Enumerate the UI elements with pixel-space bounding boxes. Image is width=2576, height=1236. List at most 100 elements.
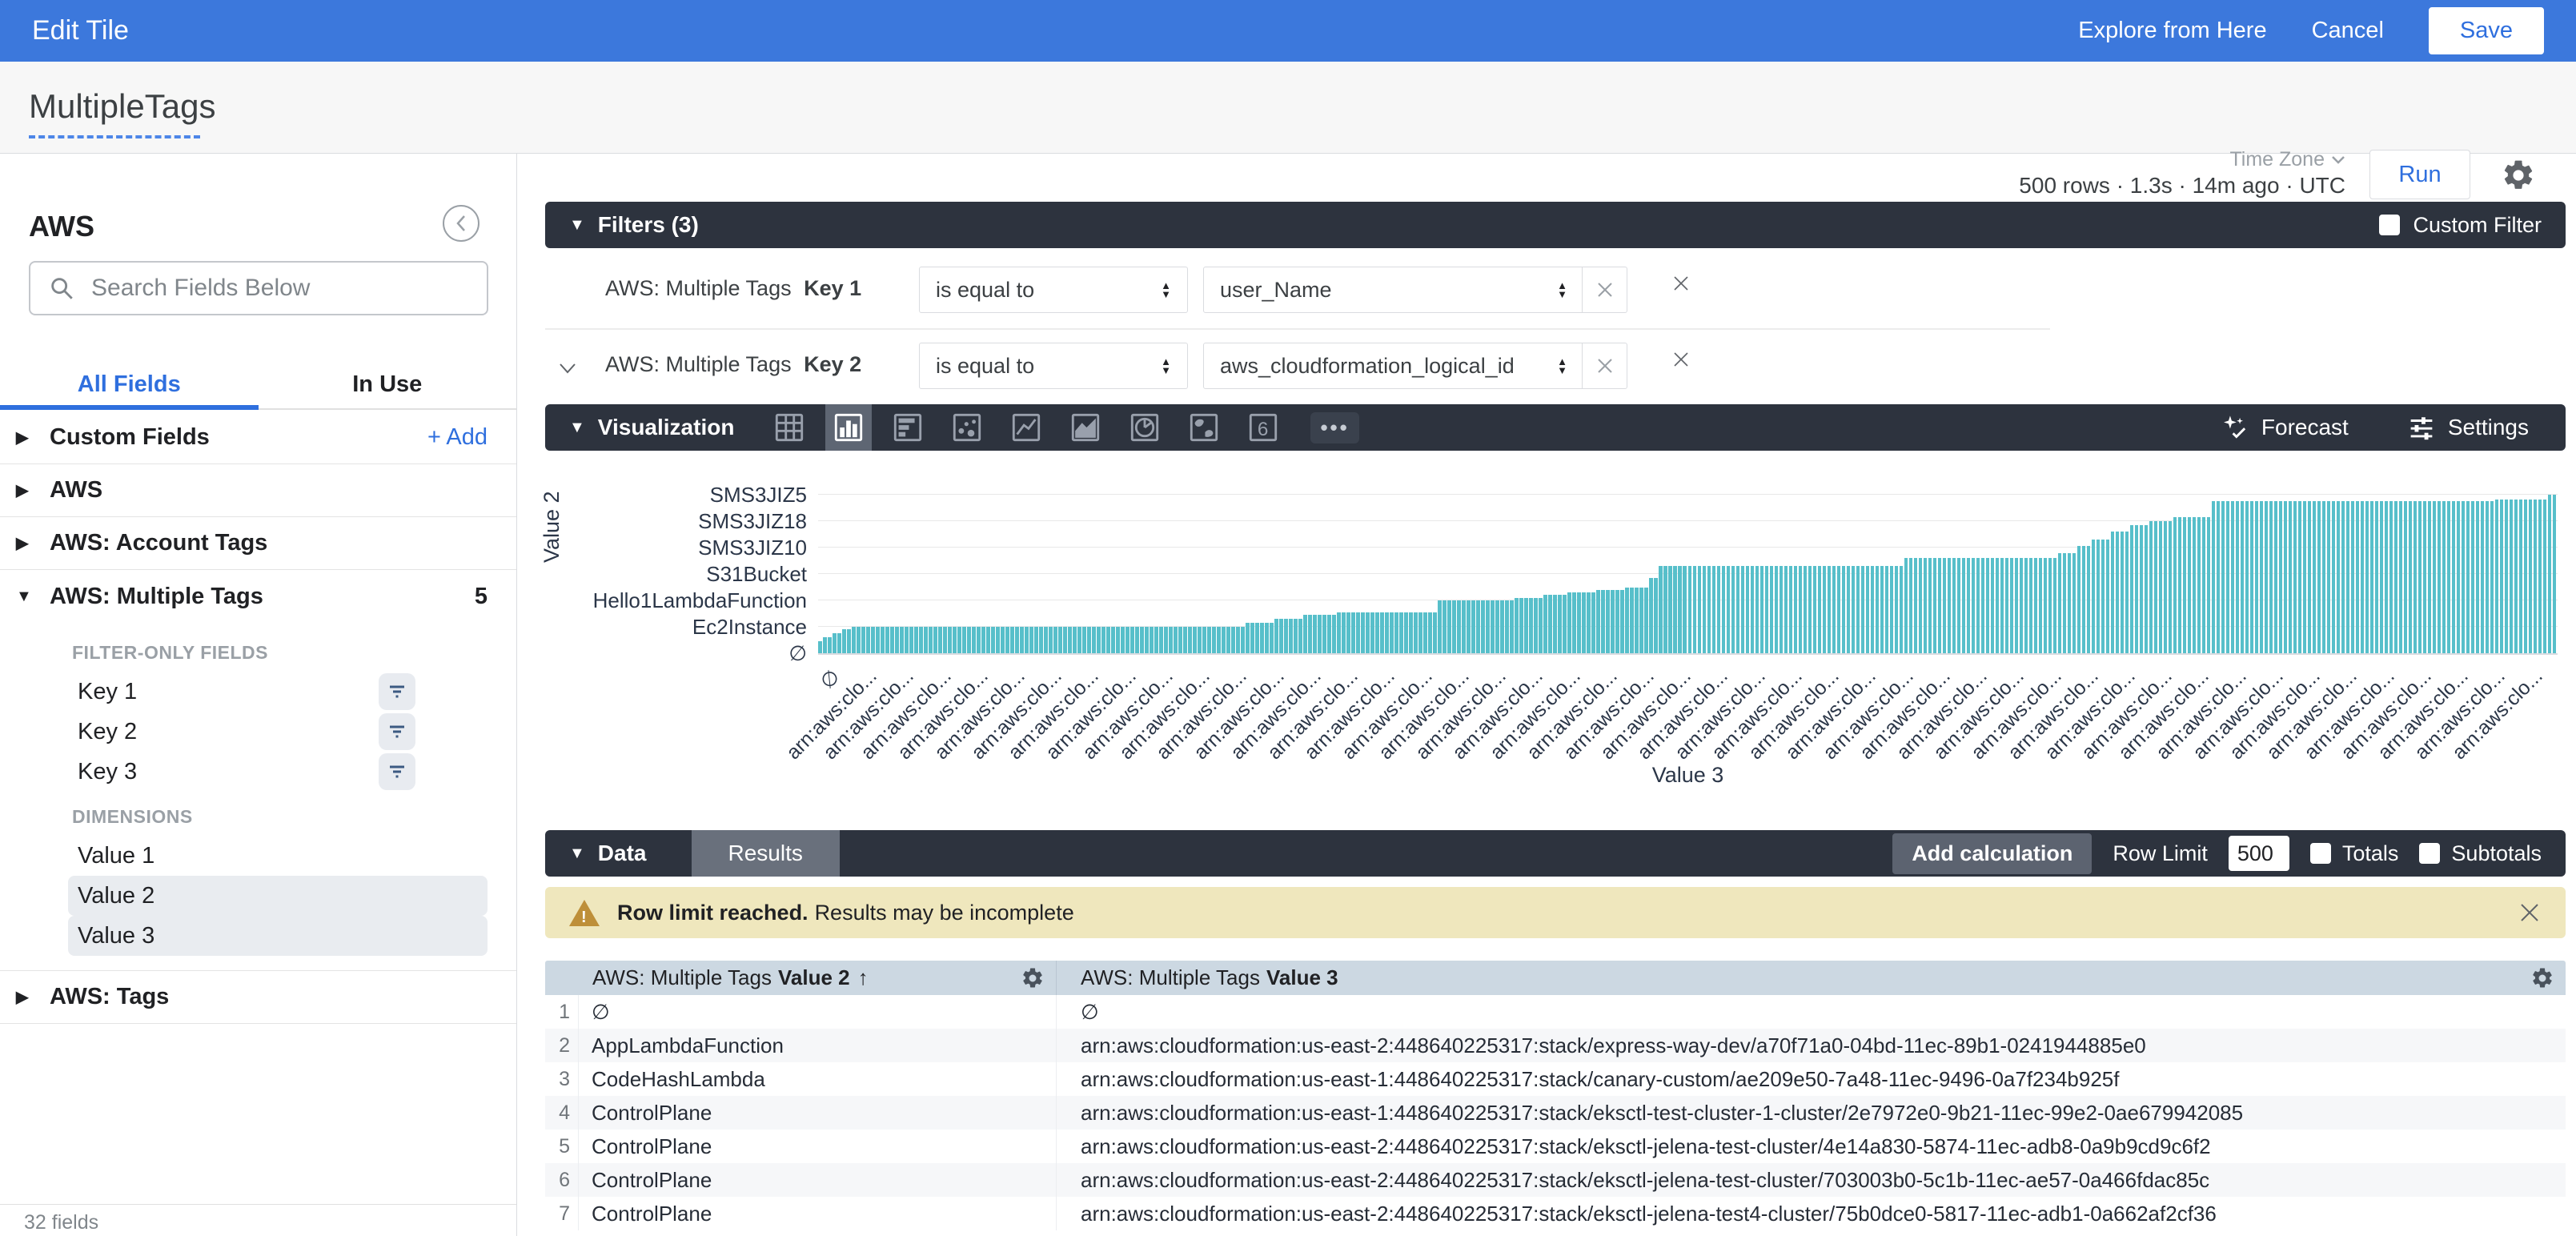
chart-bar[interactable] [1202,627,1206,653]
chart-plot-area[interactable] [818,468,2558,655]
chart-bar[interactable] [1428,612,1432,653]
chart-bar[interactable] [1289,619,1293,653]
chart-bar[interactable] [1880,566,1884,653]
chart-bar[interactable] [991,627,995,653]
chart-bar[interactable] [1601,590,1605,653]
chart-bar[interactable] [1231,627,1235,653]
chart-bar[interactable] [2250,501,2254,653]
chart-bar[interactable] [1548,595,1552,653]
chart-bar[interactable] [2534,500,2538,653]
chart-bar[interactable] [2015,558,2019,653]
field-value-2[interactable]: Value 2 [68,876,488,916]
chart-bar[interactable] [1755,566,1759,653]
chart-bar[interactable] [1620,590,1624,653]
chart-bar[interactable] [1486,600,1490,653]
cell-value-2[interactable]: ControlPlane [579,1130,1057,1163]
chart-bar[interactable] [1342,612,1346,653]
chart-bar[interactable] [1294,619,1298,653]
chart-bar[interactable] [1298,619,1302,653]
field-key-1[interactable]: Key 1 [68,672,488,712]
chart-bar[interactable] [1794,566,1798,653]
add-calculation-button[interactable]: Add calculation [1892,833,2092,874]
chart-bar[interactable] [818,641,822,653]
chart-bar[interactable] [1092,627,1096,653]
chart-bar[interactable] [2389,501,2393,653]
chart-bar[interactable] [1615,590,1619,653]
table-row[interactable]: 4ControlPlanearn:aws:cloudformation:us-e… [545,1096,2566,1130]
chart-bar[interactable] [2433,501,2437,653]
chart-bar[interactable] [1452,600,1456,653]
chart-bar[interactable] [2048,558,2052,653]
chart-bar[interactable] [1582,592,1586,653]
chart-bar[interactable] [1049,627,1053,653]
field-key-2[interactable]: Key 2 [68,712,488,752]
chart-bar[interactable] [876,627,880,653]
chart-bar[interactable] [895,627,899,653]
sidebar-item-custom-fields[interactable]: ▶ Custom Fields + Add [0,411,516,464]
chart-bar[interactable] [2125,532,2129,653]
sidebar-item-aws[interactable]: ▶ AWS [0,464,516,517]
chart-bar[interactable] [1804,566,1808,653]
chart-bar[interactable] [1818,566,1822,653]
chart-bar[interactable] [2274,501,2278,653]
chart-bar[interactable] [1828,566,1832,653]
chart-bar[interactable] [1943,558,1947,653]
chart-bar[interactable] [2039,558,2043,653]
tab-in-use[interactable]: In Use [259,360,517,408]
chart-bar[interactable] [1414,612,1418,653]
chart-bar[interactable] [833,633,837,653]
sidebar-item-aws-multiple-tags[interactable]: ▼ AWS: Multiple Tags 5 [0,570,516,623]
cell-value-3[interactable]: arn:aws:cloudformation:us-east-1:4486402… [1057,1067,2566,1092]
chart-bar[interactable] [2284,501,2288,653]
field-search-input[interactable]: Search Fields Below [29,261,488,315]
chart-bar[interactable] [1577,592,1581,653]
chart-bar[interactable] [1471,600,1475,653]
filter-icon[interactable] [379,753,415,790]
chart-bar[interactable] [1895,566,1899,653]
chart-bar[interactable] [1563,595,1567,653]
chart-bar[interactable] [2351,501,2355,653]
chart-bar[interactable] [2385,501,2389,653]
chart-bar[interactable] [2202,517,2206,653]
filters-section-header[interactable]: ▼ Filters (3) Custom Filter [545,202,2566,248]
chart-bar[interactable] [1058,627,1062,653]
chart-bar[interactable] [1760,566,1764,653]
chart-bar[interactable] [2034,558,2038,653]
chart-bar[interactable] [1375,612,1379,653]
chart-bar[interactable] [2370,501,2374,653]
chart-bar[interactable] [1111,627,1115,653]
chart-bar[interactable] [1207,627,1211,653]
chart-bar[interactable] [938,627,942,653]
viz-type-area-icon[interactable] [1062,404,1109,451]
sidebar-item-aws-tags[interactable]: ▶ AWS: Tags [0,971,516,1024]
chart-bar[interactable] [1967,558,1971,653]
chart-bar[interactable] [1390,612,1394,653]
chart-bar[interactable] [2279,501,2283,653]
query-title[interactable]: MultipleTags [29,87,215,126]
chart-bar[interactable] [1572,592,1576,653]
cell-value-3[interactable]: arn:aws:cloudformation:us-east-2:4486402… [1057,1202,2566,1226]
chart-bar[interactable] [2207,517,2211,653]
chart-bar[interactable] [1654,578,1658,653]
chart-bar[interactable] [2164,521,2168,653]
chart-bar[interactable] [1741,566,1745,653]
chart-bar[interactable] [2418,501,2422,653]
table-row[interactable]: 7ControlPlanearn:aws:cloudformation:us-e… [545,1197,2566,1230]
chart-bar[interactable] [1703,566,1707,653]
chart-bar[interactable] [1938,558,1942,653]
chart-bar[interactable] [1928,558,1932,653]
expand-filter-chevron-icon[interactable] [556,357,579,379]
cell-value-3[interactable]: arn:aws:cloudformation:us-east-2:4486402… [1057,1168,2566,1193]
chart-bar[interactable] [2346,501,2350,653]
chart-bar[interactable] [1380,612,1384,653]
chart-bar[interactable] [1591,592,1595,653]
timezone-dropdown[interactable]: Time Zone [2229,148,2345,171]
chart-bar[interactable] [1241,627,1245,653]
viz-type-more-icon[interactable]: ••• [1299,404,1370,451]
chart-bar[interactable] [1693,566,1697,653]
chart-bar[interactable] [1553,595,1557,653]
chart-bar[interactable] [828,637,832,653]
chart-bar[interactable] [2409,501,2413,653]
chart-bar[interactable] [2495,500,2499,653]
chart-bar[interactable] [2428,501,2432,653]
